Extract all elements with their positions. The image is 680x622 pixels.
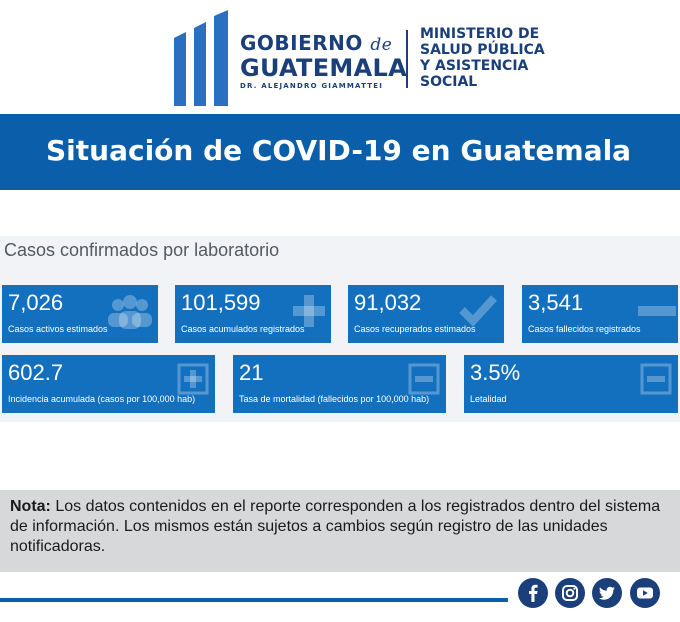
ministerio-line: MINISTERIO DE	[420, 26, 540, 42]
plus-icon	[293, 295, 325, 327]
stat-card-accumulated: 101,599 Casos acumulados registrados	[175, 285, 331, 343]
twitter-icon[interactable]	[592, 578, 622, 608]
ministerio-label: MINISTERIO DE SALUD PÚBLICA Y ASISTENCIA…	[420, 26, 545, 90]
stat-card-deceased: 3,541 Casos fallecidos registrados	[522, 285, 678, 343]
stat-value: 3.5%	[470, 360, 521, 385]
ministerio-line: SOCIAL	[420, 74, 478, 90]
stat-value: 91,032	[354, 290, 422, 315]
stat-label: Casos acumulados registrados	[181, 324, 305, 334]
check-icon	[459, 295, 497, 327]
note-label: Nota:	[10, 498, 51, 515]
stat-card-incidence: 602.7 Incidencia acumulada (casos por 10…	[2, 355, 215, 413]
gobierno-logo-bars	[174, 10, 228, 106]
stat-value: 3,541	[528, 290, 584, 315]
section-title: Casos confirmados por laboratorio	[4, 240, 280, 260]
minus-icon	[638, 306, 676, 316]
stat-label: Tasa de mortalidad (fallecidos por 100,0…	[239, 394, 430, 404]
stat-label: Letalidad	[470, 394, 507, 404]
stat-value: 602.7	[8, 360, 64, 385]
stat-value: 7,026	[8, 290, 64, 315]
footer-line	[0, 598, 508, 602]
ministerio-line: Y ASISTENCIA	[420, 58, 529, 74]
stat-value: 101,599	[181, 290, 261, 315]
stat-label: Casos activos estimados	[8, 324, 108, 334]
gobierno-word: GOBIERNO	[240, 31, 363, 55]
page-title: Situación de COVID-19 en Guatemala	[46, 134, 632, 167]
note-text: Los datos contenidos en el reporte corre…	[10, 498, 661, 555]
stat-card-recovered: 91,032 Casos recuperados estimados	[348, 285, 504, 343]
stat-label: Casos recuperados estimados	[354, 324, 476, 334]
header-divider	[406, 30, 408, 88]
guatemala-word: GUATEMALA	[240, 54, 407, 82]
president-name: DR. ALEJANDRO GIAMMATTEI	[240, 82, 384, 90]
gobierno-de: de	[370, 35, 393, 55]
stat-value: 21	[239, 360, 264, 385]
stat-card-lethality: 3.5% Letalidad	[464, 355, 678, 413]
youtube-icon[interactable]	[630, 578, 660, 608]
facebook-icon[interactable]	[518, 578, 548, 608]
gobierno-logo-text: GOBIERNO de GUATEMALA DR. ALEJANDRO GIAM…	[240, 32, 407, 90]
note-box: Nota: Los datos contenidos en el reporte…	[0, 490, 680, 572]
ministerio-line: SALUD PÚBLICA	[420, 42, 545, 58]
instagram-icon[interactable]	[555, 578, 585, 608]
stat-card-mortality: 21 Tasa de mortalidad (fallecidos por 10…	[233, 355, 446, 413]
title-band: Situación de COVID-19 en Guatemala	[0, 114, 680, 190]
stat-label: Incidencia acumulada (casos por 100,000 …	[8, 394, 196, 404]
minus-box-icon	[408, 363, 440, 395]
plus-box-icon	[177, 363, 209, 395]
stat-card-active: 7,026 Casos activos estimados	[2, 285, 158, 343]
people-icon	[108, 295, 152, 329]
stat-label: Casos fallecidos registrados	[528, 324, 641, 334]
minus-box-icon	[640, 363, 672, 395]
